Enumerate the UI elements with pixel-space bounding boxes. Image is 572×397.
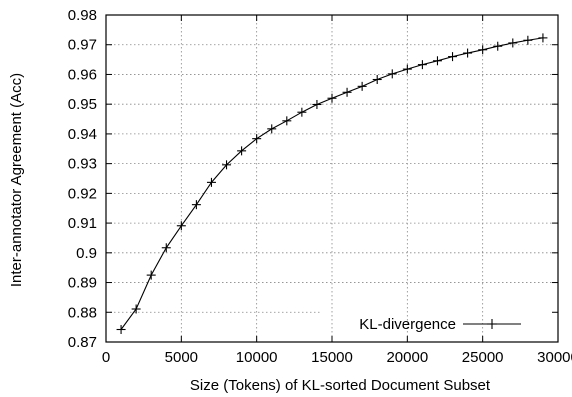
data-point: [448, 52, 458, 62]
data-point: [297, 107, 307, 117]
data-point: [508, 38, 518, 48]
data-point: [342, 87, 352, 97]
y-tick-labels: 0.87 0.88 0.89 0.9 0.91 0.92 0.93 0.94 0.95 0.96 0…: [68, 7, 97, 351]
y-tick-label: 0.94: [68, 126, 97, 143]
y-tick-label: 0.89: [68, 275, 97, 292]
series-group: [116, 33, 548, 335]
data-point: [237, 146, 247, 156]
data-point: [282, 116, 292, 126]
legend-label-kl-divergence: KL-divergence: [359, 316, 456, 333]
data-point: [327, 93, 337, 103]
y-tick-label: 0.96: [68, 66, 97, 83]
grid-lines: [106, 15, 558, 342]
y-tick-label: 0.88: [68, 304, 97, 321]
data-point: [131, 304, 141, 314]
x-tick-label: 25000: [462, 349, 504, 366]
x-tick-label: 15000: [311, 349, 353, 366]
data-point: [191, 200, 201, 210]
data-point: [176, 221, 186, 231]
data-point: [523, 35, 533, 45]
y-tick-label: 0.93: [68, 156, 97, 173]
data-point: [478, 45, 488, 55]
data-point: [417, 60, 427, 70]
data-point: [372, 75, 382, 85]
data-point: [387, 69, 397, 79]
data-point: [432, 56, 442, 66]
data-point: [146, 270, 156, 280]
data-point: [493, 41, 503, 51]
data-point: [267, 124, 277, 134]
x-axis-label: Size (Tokens) of KL-sorted Document Subs…: [190, 377, 491, 394]
x-tick-label: 0: [102, 349, 110, 366]
y-tick-label: 0.91: [68, 215, 97, 232]
data-point: [252, 134, 262, 144]
y-tick-label: 0.95: [68, 96, 97, 113]
legend: KL-divergence: [359, 316, 521, 333]
y-tick-label: 0.87: [68, 334, 97, 351]
y-tick-label: 0.97: [68, 37, 97, 54]
data-point: [222, 160, 232, 170]
y-tick-label: 0.98: [68, 7, 97, 24]
x-tick-label: 10000: [236, 349, 278, 366]
y-axis-label: Inter-annotator Agreement (Acc): [8, 73, 25, 287]
data-point: [538, 33, 548, 43]
data-point: [206, 177, 216, 187]
y-tick-label: 0.92: [68, 185, 97, 202]
data-point: [116, 325, 126, 335]
plot-frame: [105, 14, 559, 343]
data-point: [357, 81, 367, 91]
data-point: [463, 48, 473, 58]
data-point: [161, 243, 171, 253]
y-tick-label: 0.9: [76, 245, 97, 262]
x-tick-label: 5000: [165, 349, 198, 366]
data-point: [312, 99, 322, 109]
data-point: [402, 64, 412, 74]
x-tick-label: 20000: [386, 349, 428, 366]
